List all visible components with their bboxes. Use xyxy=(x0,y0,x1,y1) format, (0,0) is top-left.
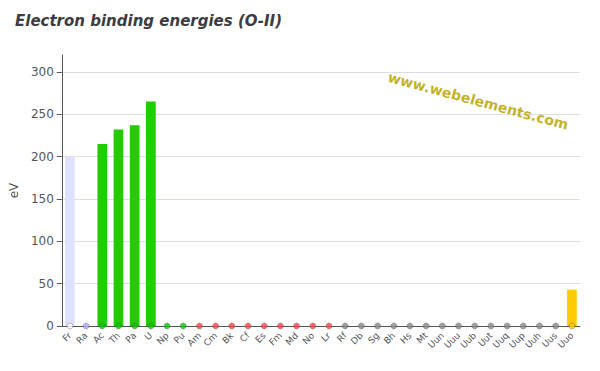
svg-text:Th: Th xyxy=(106,330,122,346)
svg-text:Fr: Fr xyxy=(61,330,74,343)
svg-text:Mt: Mt xyxy=(414,330,430,346)
svg-text:Cm: Cm xyxy=(201,330,219,348)
svg-text:Uub: Uub xyxy=(458,330,478,350)
svg-text:Cf: Cf xyxy=(238,330,252,344)
svg-text:150: 150 xyxy=(31,192,54,206)
svg-text:Pa: Pa xyxy=(124,330,139,345)
svg-text:100: 100 xyxy=(31,234,54,248)
svg-text:50: 50 xyxy=(39,277,54,291)
svg-text:250: 250 xyxy=(31,107,54,121)
svg-text:Pu: Pu xyxy=(172,330,187,345)
svg-text:Uuu: Uuu xyxy=(442,330,462,350)
svg-text:eV: eV xyxy=(7,182,21,198)
svg-text:Sg: Sg xyxy=(366,330,381,345)
svg-text:Md: Md xyxy=(284,330,301,347)
svg-text:Rf: Rf xyxy=(335,330,349,344)
svg-text:Am: Am xyxy=(185,330,203,348)
svg-text:Uup: Uup xyxy=(507,330,527,350)
svg-text:Electron binding energies (O-I: Electron binding energies (O-II) xyxy=(15,12,282,30)
svg-text:Uuo: Uuo xyxy=(556,330,576,350)
svg-text:0: 0 xyxy=(46,319,54,333)
svg-text:Uuh: Uuh xyxy=(523,330,543,350)
svg-text:www.webelements.com: www.webelements.com xyxy=(386,69,570,133)
svg-text:Uus: Uus xyxy=(540,330,559,349)
svg-text:No: No xyxy=(301,330,317,346)
svg-text:Es: Es xyxy=(253,330,268,345)
svg-text:Bk: Bk xyxy=(220,330,236,346)
svg-text:Ra: Ra xyxy=(74,330,89,345)
svg-text:Uun: Uun xyxy=(426,330,446,350)
svg-text:Db: Db xyxy=(349,330,365,346)
svg-text:Uuq: Uuq xyxy=(491,330,511,350)
svg-text:Lr: Lr xyxy=(319,330,332,343)
svg-text:Ac: Ac xyxy=(91,330,106,345)
svg-text:Bh: Bh xyxy=(382,330,397,345)
svg-text:Hs: Hs xyxy=(398,330,413,345)
svg-text:300: 300 xyxy=(31,65,54,79)
svg-text:U: U xyxy=(143,330,155,342)
svg-text:Np: Np xyxy=(155,330,171,346)
svg-text:200: 200 xyxy=(31,150,54,164)
svg-text:Fm: Fm xyxy=(267,330,284,347)
svg-text:Uut: Uut xyxy=(476,330,495,349)
